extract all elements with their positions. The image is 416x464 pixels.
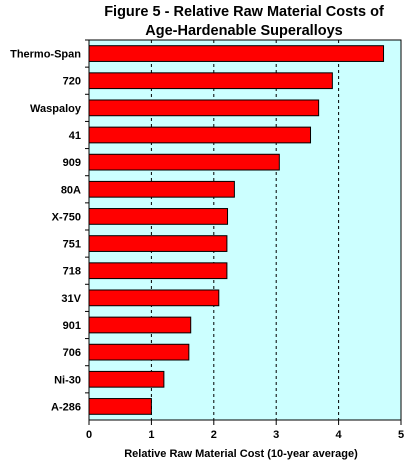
category-label: 718: [63, 266, 81, 278]
plot-area: [89, 40, 401, 420]
x-tick-labels: 0 1 2 3 4 5: [86, 429, 404, 441]
x-tick-label: 0: [86, 429, 92, 441]
bar: [88, 262, 228, 280]
x-axis-label: Relative Raw Material Cost (10-year aver…: [124, 448, 358, 460]
x-tick-label: 2: [211, 429, 217, 441]
bar: [88, 126, 312, 144]
category-label: 909: [63, 157, 81, 169]
chart-title-line-2: Age-Hardenable Superalloys: [145, 23, 343, 39]
category-label: 901: [63, 320, 81, 332]
category-label: Thermo-Span: [10, 49, 81, 61]
bar: [88, 289, 220, 307]
category-label: 720: [63, 76, 81, 88]
bar: [88, 316, 192, 334]
x-tick-label: 1: [148, 429, 154, 441]
bar: [88, 45, 385, 62]
category-labels: Thermo-Span 720 Waspaloy 41 909 80A X-750 751 71…: [10, 39, 89, 413]
category-label: 751: [63, 239, 81, 251]
category-label: A-286: [51, 401, 81, 413]
bar: [88, 72, 333, 90]
x-tick-label: 5: [398, 429, 404, 441]
bar: [88, 235, 228, 252]
x-tick-label: 4: [336, 429, 343, 441]
bar: [88, 99, 320, 117]
bar: [88, 153, 280, 171]
bar: [88, 208, 229, 225]
bar: [88, 343, 190, 361]
bars: [88, 45, 385, 415]
bar: [88, 398, 152, 415]
bar: [88, 180, 235, 198]
chart-title: Figure 5 - Relative Raw Material Costs o…: [88, 3, 400, 41]
category-label: 706: [63, 347, 81, 359]
bar: [88, 370, 165, 388]
category-label: X-750: [52, 211, 81, 223]
category-label: Waspaloy: [30, 103, 82, 115]
category-label: 80A: [61, 184, 81, 196]
category-label: Ni-30: [54, 374, 81, 386]
chart-title-line-1: Figure 5 - Relative Raw Material Costs o…: [104, 4, 384, 20]
x-tick-label: 3: [273, 429, 279, 441]
category-label: 31V: [61, 293, 81, 305]
category-label: 41: [69, 130, 81, 142]
